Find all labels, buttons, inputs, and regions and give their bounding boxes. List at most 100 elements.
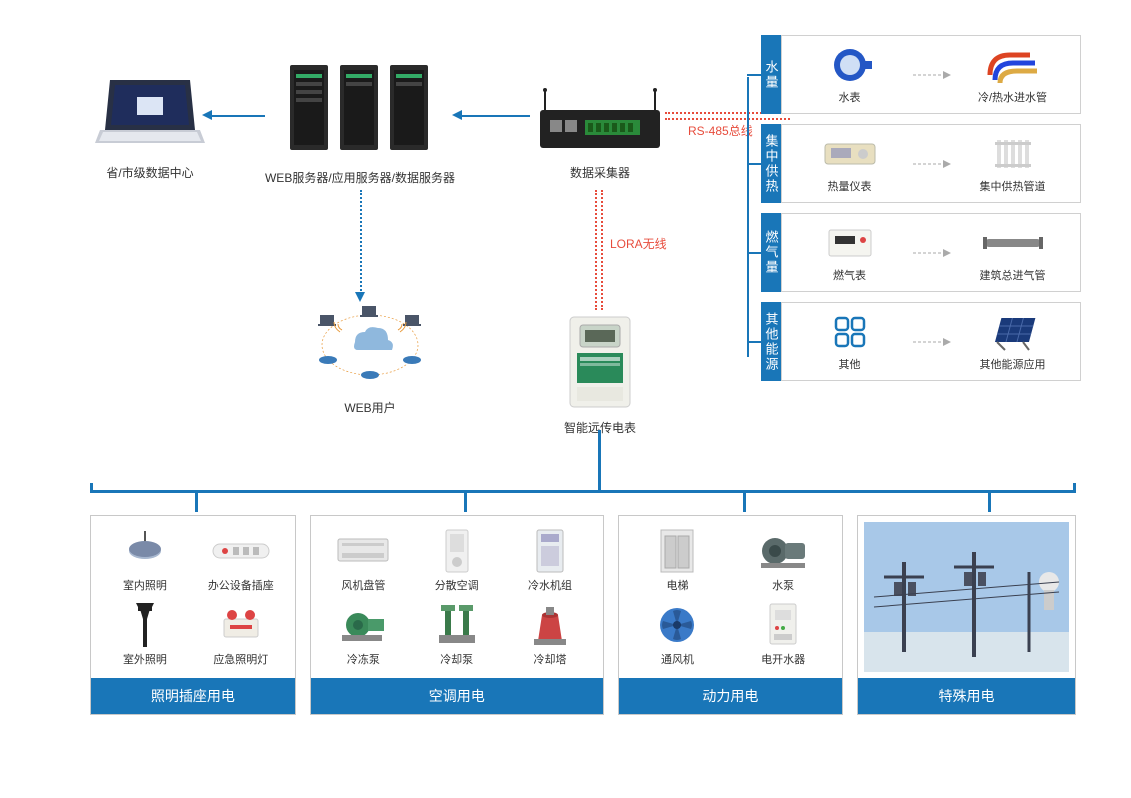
heat-meter-icon (788, 133, 911, 175)
gas-pipe-icon (951, 222, 1074, 264)
cat-title: 空调用电 (311, 678, 603, 714)
panel-tick (747, 124, 761, 203)
split-ac-icon (427, 527, 487, 575)
grid-icon (788, 311, 911, 353)
cat-lighting: 室内照明 办公设备插座 室外照明 应急照明灯 照明插座用电 (90, 515, 296, 715)
bus-drop (464, 490, 467, 512)
energy-row-other: 其他能源 其他 其他能源应用 (761, 302, 1081, 381)
conn-servers-to-user (360, 190, 362, 295)
energy-item: 其他能源应用 (951, 311, 1074, 372)
energy-tab: 燃气量 (761, 213, 781, 292)
gateway-icon (535, 85, 665, 155)
bus-tick (1073, 483, 1076, 491)
energy-tab: 水量 (761, 35, 781, 114)
cat-item-label: 电开水器 (753, 651, 813, 667)
node-data-center: 省/市级数据中心 (80, 70, 220, 181)
energy-item: 水表 (788, 44, 911, 105)
categories-row: 室内照明 办公设备插座 室外照明 应急照明灯 照明插座用电 (90, 515, 1076, 715)
cat-title: 照明插座用电 (91, 678, 295, 714)
node-collector: 数据采集器 (530, 85, 670, 181)
bus-drop (743, 490, 746, 512)
energy-item: 建筑总进气管 (951, 222, 1074, 283)
cat-item: 室外照明 (115, 601, 175, 667)
conn-lora (595, 190, 597, 310)
conn-label-lora: LORA无线 (610, 235, 667, 252)
energy-item-label: 建筑总进气管 (951, 267, 1074, 283)
energy-item: 集中供热管道 (951, 133, 1074, 194)
energy-item-label: 集中供热管道 (951, 178, 1074, 194)
panel-tick (747, 213, 761, 292)
energy-item: 冷/热水进水管 (951, 44, 1074, 105)
bus-drop (988, 490, 991, 512)
cat-item-label: 冷水机组 (520, 577, 580, 593)
cat-special: 特殊用电 (857, 515, 1076, 715)
energy-item-label: 燃气表 (788, 267, 911, 283)
cat-title: 动力用电 (619, 678, 842, 714)
gas-meter-icon (788, 222, 911, 264)
arrow-head-icon (452, 110, 462, 120)
top-flow-section: 省/市级数据中心 (40, 40, 760, 460)
bus-line (90, 490, 1076, 493)
cooling-tower-icon (520, 601, 580, 649)
cat-item-label: 办公设备插座 (208, 577, 274, 593)
bus-tick (90, 483, 93, 491)
energy-item-label: 其他能源应用 (951, 356, 1074, 372)
energy-panel: 热量仪表 集中供热管道 (781, 124, 1081, 203)
cat-item: 冷冻泵 (333, 601, 393, 667)
cat-item-label: 冷冻泵 (333, 651, 393, 667)
special-photo-icon (864, 522, 1069, 672)
cool-pump-icon (427, 601, 487, 649)
pipes-icon (951, 44, 1074, 86)
panel-arrow-icon (911, 248, 951, 258)
panel-arrow-icon (911, 159, 951, 169)
elevator-icon (647, 527, 707, 575)
node-label: WEB用户 (300, 399, 440, 416)
cat-item-label: 室外照明 (115, 651, 175, 667)
cat-item: 应急照明灯 (211, 601, 271, 667)
cat-item: 通风机 (647, 601, 707, 667)
energy-panel: 其他 其他能源应用 (781, 302, 1081, 381)
energy-panels: 水量 水表 冷/热水进水管 (761, 35, 1081, 391)
cloud-network-icon (310, 300, 430, 390)
emergency-light-icon (211, 601, 271, 649)
cat-item-label: 风机盘管 (333, 577, 393, 593)
freeze-pump-icon (333, 601, 393, 649)
cat-item-label: 室内照明 (115, 577, 175, 593)
cat-item-label: 应急照明灯 (211, 651, 271, 667)
cat-item: 冷却泵 (427, 601, 487, 667)
cat-item-label: 电梯 (647, 577, 707, 593)
bus-drop (195, 490, 198, 512)
cat-item: 电梯 (647, 527, 707, 593)
ventilator-icon (647, 601, 707, 649)
energy-tab: 其他能源 (761, 302, 781, 381)
laptop-icon (90, 70, 210, 160)
energy-item-label: 热量仪表 (788, 178, 911, 194)
node-label: 省/市级数据中心 (80, 164, 220, 181)
water-pump-icon (753, 527, 813, 575)
cat-item-label: 冷却泵 (427, 651, 487, 667)
water-meter-icon (788, 44, 911, 86)
node-label: WEB服务器/应用服务器/数据服务器 (260, 169, 460, 186)
cat-title: 特殊用电 (858, 678, 1075, 714)
pendant-lamp-icon (115, 527, 175, 575)
cat-item: 电开水器 (753, 601, 813, 667)
energy-item-label: 水表 (788, 89, 911, 105)
power-strip-icon (211, 527, 271, 575)
meter-icon (565, 315, 635, 410)
energy-item-label: 其他 (788, 356, 911, 372)
energy-row-heat: 集中供热 热量仪表 集中供热管道 (761, 124, 1081, 203)
energy-system-diagram: 省/市级数据中心 (20, 20, 1111, 778)
cat-item-label: 水泵 (753, 577, 813, 593)
cat-item: 冷却塔 (520, 601, 580, 667)
cat-item (864, 522, 1069, 672)
energy-panel: 水表 冷/热水进水管 (781, 35, 1081, 114)
cat-item: 风机盘管 (333, 527, 393, 593)
cat-item-label: 冷却塔 (520, 651, 580, 667)
energy-row-water: 水量 水表 冷/热水进水管 (761, 35, 1081, 114)
energy-panel: 燃气表 建筑总进气管 (781, 213, 1081, 292)
energy-item: 热量仪表 (788, 133, 911, 194)
panel-bus-line (747, 77, 749, 357)
conn-lora-b (601, 190, 603, 310)
solar-icon (951, 311, 1074, 353)
energy-tab: 集中供热 (761, 124, 781, 203)
